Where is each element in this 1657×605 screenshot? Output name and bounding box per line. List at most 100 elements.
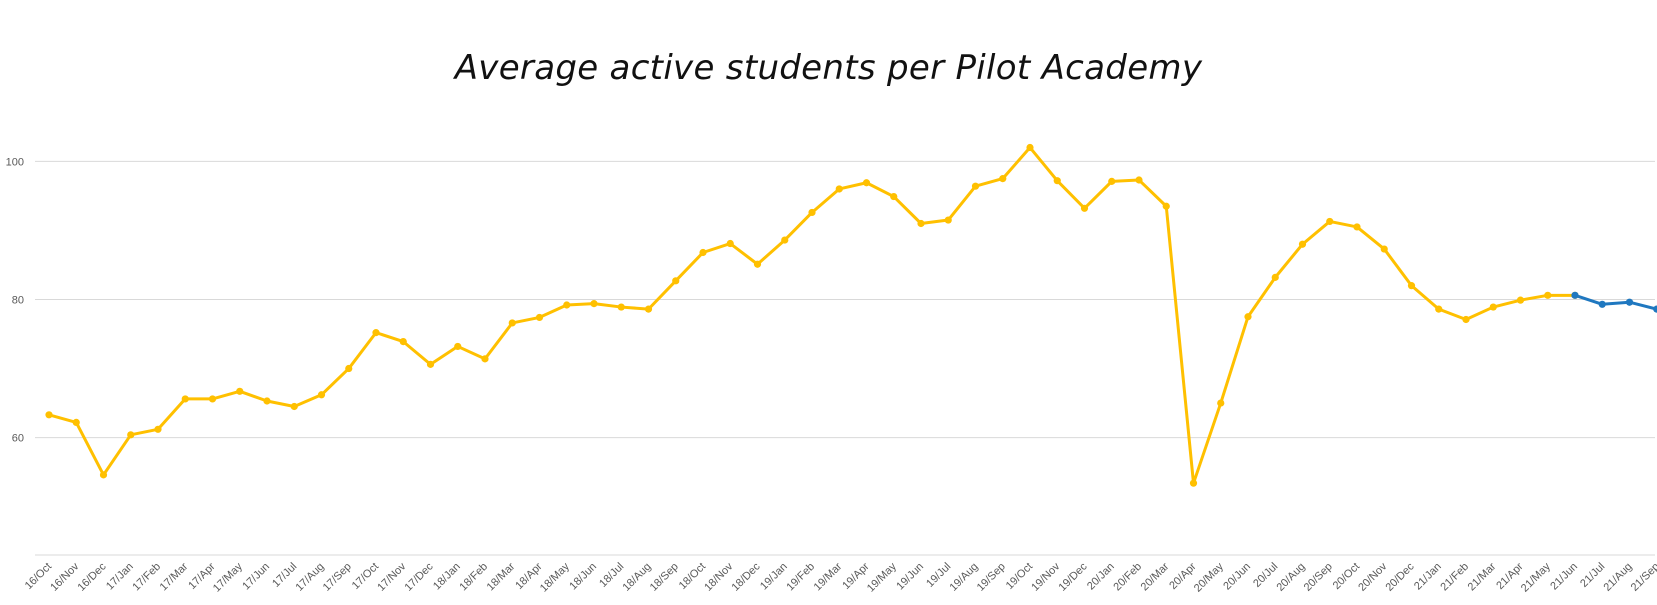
data-point <box>454 342 462 351</box>
data-point <box>1380 245 1388 253</box>
x-tick-label: 19/May <box>865 560 899 594</box>
x-tick-label: 16/Nov <box>48 560 81 593</box>
x-tick-label: 18/Mar <box>485 560 518 593</box>
gridlines <box>35 160 1655 556</box>
data-point <box>181 395 189 403</box>
x-tick-label: 19/Dec <box>1056 560 1089 593</box>
x-axis-ticks: 16/Oct16/Nov16/Dec17/Jan17/Feb17/Mar17/A… <box>23 560 1657 594</box>
series-line-1 <box>47 146 1577 485</box>
x-tick-label: 21/Aug <box>1601 561 1634 594</box>
data-point <box>1489 303 1497 311</box>
x-tick-label: 21/Jun <box>1548 561 1580 593</box>
data-point <box>999 175 1007 183</box>
y-axis-ticks: 60 80 100 <box>6 156 24 444</box>
data-point <box>835 185 843 193</box>
x-tick-label: 18/Nov <box>702 560 735 593</box>
data-point <box>699 248 707 257</box>
series-lines <box>47 146 1657 485</box>
x-tick-label: 17/Feb <box>130 561 163 594</box>
data-point <box>1053 177 1061 185</box>
x-tick-label: 21/Feb <box>1438 561 1471 594</box>
x-tick-label: 20/Dec <box>1383 560 1416 593</box>
x-tick-label: 17/Sep <box>321 561 354 594</box>
data-point <box>1544 291 1552 299</box>
data-point <box>1298 240 1307 248</box>
data-point <box>290 402 298 411</box>
series-markers <box>45 143 1657 487</box>
x-tick-label: 17/Mar <box>158 560 191 593</box>
data-point <box>1516 296 1525 304</box>
x-tick-label: 18/Jan <box>431 561 463 593</box>
x-tick-label: 16/Dec <box>75 560 108 593</box>
data-point <box>1271 273 1279 281</box>
data-point <box>1598 300 1606 308</box>
data-point <box>1653 305 1657 313</box>
data-point <box>45 411 53 419</box>
data-point <box>753 260 762 268</box>
data-point <box>399 337 407 346</box>
x-tick-label: 17/May <box>211 560 245 594</box>
x-tick-label: 21/Sep <box>1629 561 1657 594</box>
data-point <box>263 397 271 405</box>
data-point <box>1108 177 1116 185</box>
data-point <box>426 360 435 368</box>
x-tick-label: 20/Nov <box>1356 560 1389 593</box>
x-tick-label: 18/Jun <box>567 561 599 593</box>
x-tick-label: 19/Feb <box>784 561 817 594</box>
x-tick-label: 17/Aug <box>293 561 326 594</box>
data-point <box>1435 305 1443 313</box>
data-point <box>1244 313 1252 321</box>
data-point <box>1462 315 1470 324</box>
chart-title: Average active students per Pilot Academ… <box>454 48 1203 88</box>
data-point <box>99 471 108 479</box>
data-point <box>917 219 925 228</box>
x-tick-label: 20/Aug <box>1274 561 1307 594</box>
data-point <box>781 236 789 244</box>
data-point <box>208 395 217 403</box>
data-point <box>617 303 625 311</box>
data-point <box>154 425 162 433</box>
x-tick-label: 19/Jun <box>894 561 926 593</box>
data-point <box>590 300 598 308</box>
x-tick-label: 20/Mar <box>1139 560 1172 593</box>
data-point <box>1571 291 1579 299</box>
x-tick-label: 19/Mar <box>812 560 845 593</box>
x-tick-label: 17/Jun <box>240 561 272 593</box>
data-point <box>1625 298 1634 306</box>
x-tick-label: 18/Dec <box>729 560 762 593</box>
x-tick-label: 18/May <box>538 560 572 594</box>
x-tick-label: 19/Sep <box>975 561 1008 594</box>
data-point <box>535 313 544 322</box>
y-tick-label: 60 <box>12 433 24 445</box>
x-tick-label: 18/Aug <box>620 561 653 594</box>
data-point <box>1326 217 1334 226</box>
data-point <box>508 319 516 327</box>
x-tick-label: 18/Sep <box>648 561 681 594</box>
data-point <box>644 305 653 313</box>
data-point <box>1135 176 1143 184</box>
x-tick-label: 20/May <box>1192 560 1226 594</box>
data-point <box>72 418 80 426</box>
data-point <box>372 329 380 337</box>
x-tick-label: 19/Nov <box>1029 560 1062 593</box>
x-tick-label: 17/Dec <box>402 560 435 593</box>
data-point <box>317 391 326 399</box>
data-point <box>944 216 952 224</box>
x-tick-label: 17/Jan <box>104 561 136 593</box>
data-point <box>1353 223 1361 231</box>
data-point <box>1162 202 1170 210</box>
x-tick-label: 21/May <box>1519 560 1553 594</box>
x-tick-label: 20/Feb <box>1111 561 1144 594</box>
x-tick-label: 20/Jun <box>1221 561 1253 593</box>
data-point <box>1407 282 1416 290</box>
x-tick-label: 20/Jan <box>1085 561 1117 593</box>
data-point <box>563 301 571 309</box>
data-point <box>672 277 680 285</box>
x-tick-label: 21/Mar <box>1466 560 1499 593</box>
data-point <box>890 192 898 201</box>
data-point <box>481 355 489 363</box>
data-point <box>1080 204 1089 212</box>
data-point <box>345 364 353 373</box>
y-tick-label: 100 <box>6 156 24 168</box>
x-tick-label: 19/Aug <box>947 561 980 594</box>
